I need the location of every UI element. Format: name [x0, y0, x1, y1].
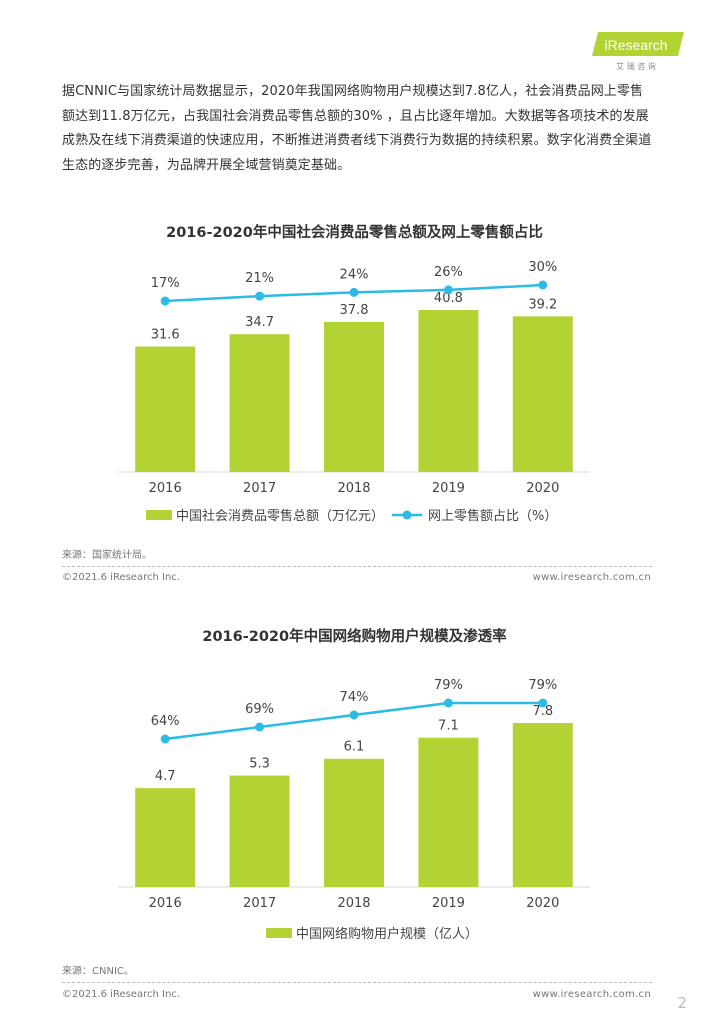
x-tick-label: 2018: [337, 481, 370, 496]
logo-text: iResearch: [604, 37, 667, 53]
bar: [512, 723, 573, 887]
line-point: [538, 698, 548, 708]
bar: [229, 334, 290, 472]
footer-website: www.iresearch.com.cn: [532, 989, 651, 1000]
legend-swatch-bar: [146, 510, 172, 520]
footer-copyright: ©2021.6 iResearch Inc.: [62, 572, 180, 583]
line-point: [349, 287, 359, 297]
line-data-label: 64%: [151, 714, 180, 729]
x-tick-label: 2019: [432, 481, 465, 496]
line-point: [255, 722, 265, 732]
line-point: [443, 698, 453, 708]
line-data-label: 69%: [245, 702, 274, 717]
bar: [418, 737, 479, 887]
bar: [324, 758, 384, 887]
bar: [418, 310, 479, 472]
bar-data-label: 4.7: [155, 769, 176, 784]
bar-data-label: 37.8: [340, 303, 369, 318]
line-data-label: 17%: [151, 276, 180, 291]
divider: [62, 982, 652, 983]
footer-copyright: ©2021.6 iResearch Inc.: [62, 989, 180, 1000]
bar-data-label: 7.8: [532, 704, 553, 719]
bar-data-label: 34.7: [245, 315, 274, 330]
line-data-label: 30%: [528, 260, 557, 275]
footer-website: www.iresearch.com.cn: [532, 572, 651, 583]
bar: [135, 346, 196, 472]
bar: [229, 775, 290, 887]
x-tick-label: 2016: [149, 896, 182, 911]
legend-swatch-point: [402, 510, 412, 520]
iresearch-logo: iResearch 艾 瑞 咨 询: [592, 32, 684, 71]
bar: [512, 316, 573, 472]
line-data-label: 21%: [245, 271, 274, 286]
chart1-source: 来源：国家统计局。: [62, 550, 152, 561]
line-point: [538, 280, 548, 290]
bar: [135, 788, 196, 887]
bar-data-label: 7.1: [438, 719, 459, 734]
chart2: 4.7 2016 5.3 2017 6.1 2018 7.1 2019 7.8 2020 64% 69…: [118, 678, 590, 942]
bar: [324, 321, 384, 472]
line-series: [165, 701, 543, 741]
x-tick-label: 2016: [149, 481, 182, 496]
line-point: [160, 734, 170, 744]
line-data-label: 74%: [340, 690, 369, 705]
x-tick-label: 2018: [337, 896, 370, 911]
page-number: 2: [677, 994, 687, 1012]
chart2-source: 来源：CNNIC。: [62, 966, 134, 977]
x-tick-label: 2020: [526, 896, 559, 911]
bar-data-label: 40.8: [434, 291, 463, 306]
line-data-label: 24%: [340, 267, 369, 282]
line-data-label: 79%: [528, 678, 557, 693]
x-tick-label: 2019: [432, 896, 465, 911]
intro-paragraph: 据CNNIC与国家统计局数据显示，2020年我国网络购物用户规模达到7.8亿人，…: [62, 84, 652, 173]
chart1-title: 2016-2020年中国社会消费品零售总额及网上零售额占比: [166, 225, 543, 241]
legend-swatch-bar: [266, 928, 292, 938]
legend-label-bar: 中国社会消费品零售总额（万亿元）: [176, 508, 384, 524]
legend-label-bar: 中国网络购物用户规模（亿人）: [296, 926, 478, 942]
legend-label-line: 网上零售额占比（%）: [428, 508, 557, 524]
bar-data-label: 6.1: [344, 740, 365, 755]
line-point: [443, 285, 453, 295]
bar-data-label: 31.6: [151, 328, 180, 343]
line-data-label: 26%: [434, 265, 463, 280]
x-tick-label: 2017: [243, 481, 276, 496]
divider: [62, 566, 652, 567]
chart2-title: 2016-2020年中国网络购物用户规模及渗透率: [202, 629, 507, 645]
logo-subtext: 艾 瑞 咨 询: [616, 61, 656, 71]
chart1: 31.6 2016 34.7 2017 37.8 2018 40.8 2019 39.2 2020…: [118, 260, 590, 524]
line-point: [255, 291, 265, 301]
bar-data-label: 39.2: [528, 297, 557, 312]
x-tick-label: 2020: [526, 481, 559, 496]
line-point: [160, 296, 170, 306]
line-data-label: 79%: [434, 678, 463, 693]
line-point: [349, 710, 359, 720]
x-tick-label: 2017: [243, 896, 276, 911]
bar-data-label: 5.3: [249, 757, 270, 772]
